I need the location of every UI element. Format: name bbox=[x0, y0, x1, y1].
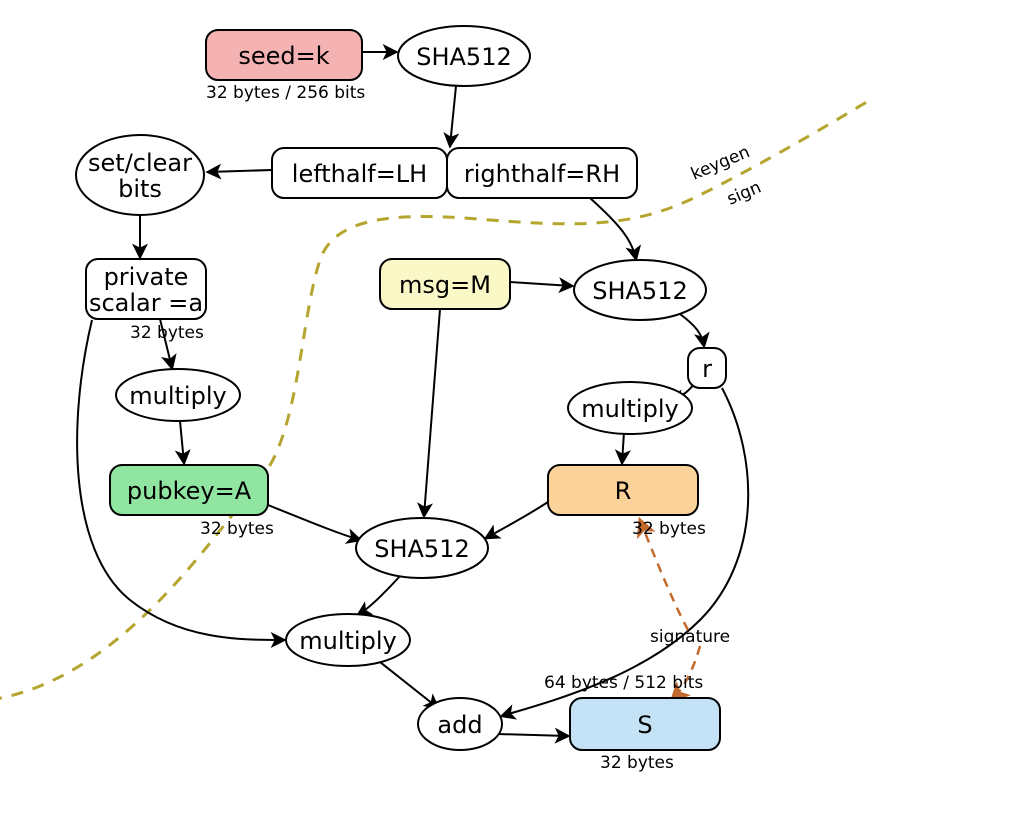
node-mult2-label: multiply bbox=[581, 395, 678, 423]
node-S: S bbox=[570, 698, 720, 750]
node-r-label: r bbox=[702, 355, 712, 383]
caption-keygen: keygen bbox=[688, 142, 753, 185]
node-sha_mid: SHA512 bbox=[574, 260, 706, 320]
caption-sign: sign bbox=[724, 177, 764, 209]
edge-sha_low-mult3 bbox=[358, 576, 400, 615]
node-lefthalf-label: lefthalf=LH bbox=[292, 160, 427, 188]
node-priv-label-2: scalar =a bbox=[89, 289, 203, 317]
caption-priv_cap: 32 bytes bbox=[130, 323, 204, 343]
edge-sha_mid-r bbox=[680, 314, 704, 346]
node-bits-label-2: bits bbox=[118, 175, 162, 203]
caption-seed_cap: 32 bytes / 256 bits bbox=[206, 83, 365, 103]
node-priv-label-1: private bbox=[104, 263, 189, 291]
edge-msg-sha_mid bbox=[510, 282, 572, 286]
caption-R_cap: 32 bytes bbox=[632, 519, 706, 539]
edge-mult1-pubkey bbox=[180, 421, 184, 463]
node-S-label: S bbox=[637, 711, 652, 739]
edge-msg-sha_low bbox=[424, 309, 440, 516]
edge-r-add bbox=[502, 388, 748, 716]
node-mult3: multiply bbox=[286, 614, 410, 666]
caption-signature: signature bbox=[650, 627, 730, 647]
node-mult3-label: multiply bbox=[299, 627, 396, 655]
caption-sig_cap: 64 bytes / 512 bits bbox=[544, 673, 703, 693]
edge-mult2-R bbox=[622, 432, 624, 463]
node-add-label: add bbox=[437, 711, 482, 739]
node-mult1-label: multiply bbox=[129, 382, 226, 410]
node-r: r bbox=[688, 348, 726, 388]
edge-sha_top-halves bbox=[450, 86, 456, 146]
node-pubkey: pubkey=A bbox=[110, 465, 268, 515]
node-R: R bbox=[548, 465, 698, 515]
edge-pubkey-sha_low bbox=[268, 505, 360, 540]
node-sha_top-label: SHA512 bbox=[416, 43, 512, 71]
node-pubkey-label: pubkey=A bbox=[127, 477, 252, 505]
node-sha_top: SHA512 bbox=[398, 26, 530, 86]
node-sha_low-label: SHA512 bbox=[374, 535, 470, 563]
node-bits: set/clearbits bbox=[76, 135, 204, 215]
edge-R-sha_low bbox=[486, 502, 548, 538]
node-add: add bbox=[418, 698, 502, 750]
edge-righthalf-sha_mid bbox=[590, 198, 636, 259]
node-righthalf: righthalf=RH bbox=[447, 148, 637, 198]
node-righthalf-label: righthalf=RH bbox=[464, 160, 620, 188]
node-mult1: multiply bbox=[116, 369, 240, 421]
node-priv: privatescalar =a bbox=[86, 259, 206, 319]
node-R-label: R bbox=[615, 477, 632, 505]
edge-mult3-add bbox=[380, 662, 438, 708]
node-msg: msg=M bbox=[380, 259, 510, 309]
node-mult2: multiply bbox=[568, 382, 692, 434]
node-seed: seed=k bbox=[206, 30, 362, 80]
node-sha_low: SHA512 bbox=[356, 518, 488, 578]
edge-lefthalf-bits bbox=[208, 170, 272, 172]
caption-pubkey_cap: 32 bytes bbox=[200, 519, 274, 539]
caption-S_cap: 32 bytes bbox=[600, 753, 674, 773]
node-seed-label: seed=k bbox=[238, 42, 329, 70]
node-sha_mid-label: SHA512 bbox=[592, 277, 688, 305]
node-msg-label: msg=M bbox=[399, 271, 491, 299]
node-bits-label-1: set/clear bbox=[88, 149, 192, 177]
node-lefthalf: lefthalf=LH bbox=[272, 148, 447, 198]
edge-add-S bbox=[498, 734, 568, 736]
